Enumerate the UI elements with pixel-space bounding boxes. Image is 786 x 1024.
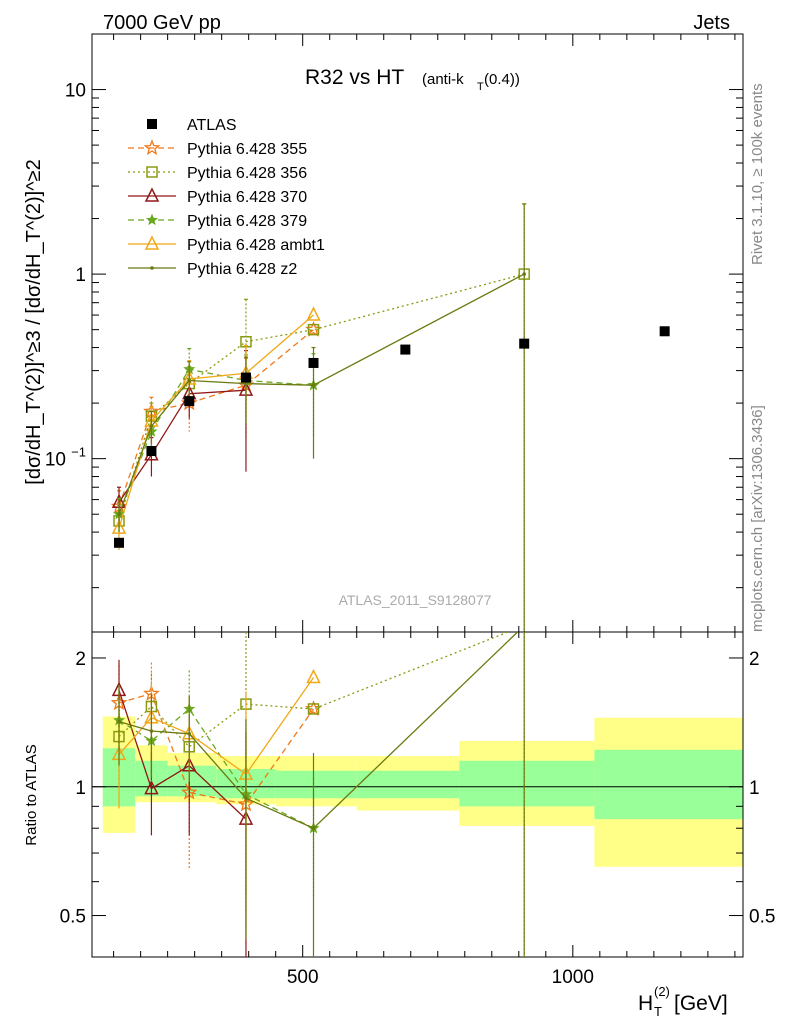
legend-label-5: Pythia 6.428 ambt1 xyxy=(187,237,325,254)
legend-label-6: Pythia 6.428 z2 xyxy=(187,261,297,278)
x-ticks xyxy=(113,34,736,957)
legend: ATLAS Pythia 6.428 355 Pythia 6.428 356 Pyt… xyxy=(128,117,325,278)
series-2 xyxy=(111,350,254,521)
ratio-frame xyxy=(91,631,744,958)
main-panel: 10 −1 1 10 R32 vs HT (anti-k T (0.4)) ATLAS_2011… xyxy=(23,33,744,633)
data-point-3 xyxy=(240,372,251,383)
ratio-point-5-2 xyxy=(187,731,192,736)
chart-title: R32 vs HT xyxy=(305,66,404,89)
legend-marker-6 xyxy=(150,266,154,270)
x-tick-label-0: 500 xyxy=(287,967,319,988)
ratio-panel: 0.5 0.5 1 1 2 2 Ratio to ATLAS xyxy=(23,631,775,958)
header-left: 7000 GeV pp xyxy=(103,12,221,34)
x-axis-label-sub: T xyxy=(654,1004,662,1019)
y-tick-label-2: 10 xyxy=(65,81,86,102)
header-right: Jets xyxy=(693,12,730,34)
ratio-tick-label-l-2: 2 xyxy=(75,649,86,670)
ratio-point-4-4 xyxy=(306,668,321,684)
series-line-0 xyxy=(118,329,314,507)
ratio-bands xyxy=(102,716,743,867)
ratio-point-5-4 xyxy=(311,826,316,831)
ratio-line-1 xyxy=(118,632,510,748)
chart-title-suffix-end: (0.4)) xyxy=(484,71,520,88)
ratio-y-label: Ratio to ATLAS xyxy=(23,744,40,845)
series-point-5-5 xyxy=(522,272,526,276)
series-1 xyxy=(113,203,530,632)
series-point-5-4 xyxy=(311,383,316,388)
y-tick-sup-0: −1 xyxy=(71,445,86,460)
y-tick-label-1: 1 xyxy=(75,265,86,286)
ratio-tick-label-r-0: 0.5 xyxy=(749,907,775,928)
legend-label-1: Pythia 6.428 355 xyxy=(187,141,307,158)
ratio-point-1-4 xyxy=(307,703,320,715)
series-point-5-2 xyxy=(187,378,192,383)
data-point-0 xyxy=(114,537,125,548)
ratio-point-5-1 xyxy=(149,729,154,733)
legend-marker-1 xyxy=(143,139,161,156)
side-text-rivet: Rivet 3.1.10, ≥ 100k events xyxy=(749,83,766,265)
data-points xyxy=(114,326,670,548)
analysis-label: ATLAS_2011_S9128077 xyxy=(339,592,492,608)
side-text-source: mcplots.cern.ch [arXiv:1306.3436] xyxy=(749,405,766,632)
x-axis-label-sup: (2) xyxy=(654,984,670,999)
ratio-point-5-3 xyxy=(244,796,248,801)
series-line-3 xyxy=(118,368,314,515)
series-point-4-4 xyxy=(306,306,321,321)
series-0 xyxy=(110,320,322,527)
ratio-point-5-0 xyxy=(117,719,121,724)
ratio-line-2 xyxy=(118,690,247,820)
legend-label-3: Pythia 6.428 370 xyxy=(187,189,307,206)
data-point-7 xyxy=(659,326,670,337)
ratio-series xyxy=(110,632,525,957)
ratio-line-0 xyxy=(118,692,315,806)
legend-marker-3 xyxy=(144,187,160,202)
data-point-5 xyxy=(400,344,411,355)
series-point-5-3 xyxy=(244,381,248,386)
data-point-1 xyxy=(146,446,157,457)
band-inner-6 xyxy=(459,760,595,807)
y-axis-label: [dσ/dH_T^(2)]^≥3 / [dσ/dH_T^(2)]^≥2 xyxy=(23,159,45,484)
legend-label-2: Pythia 6.428 356 xyxy=(187,165,307,182)
band-inner-4 xyxy=(275,770,357,799)
series-line-2 xyxy=(118,389,247,503)
y-ticks-main xyxy=(92,33,743,589)
data-point-6 xyxy=(519,338,530,349)
ratio-tick-label-r-2: 2 xyxy=(749,649,760,670)
series-5 xyxy=(117,203,527,632)
ratio-tick-label-l-1: 1 xyxy=(75,778,86,799)
series-4 xyxy=(111,306,321,550)
chart-title-suffix: (anti-k xyxy=(422,71,464,88)
x-tick-label-1: 1000 xyxy=(552,967,594,988)
band-inner-5 xyxy=(356,770,460,799)
legend-label-4: Pythia 6.428 379 xyxy=(187,213,307,230)
series-point-5-0 xyxy=(117,512,121,517)
ratio-series-5 xyxy=(117,632,525,957)
data-point-2 xyxy=(184,396,195,407)
data-point-4 xyxy=(308,357,319,368)
ratio-tick-label-r-1: 1 xyxy=(749,778,760,799)
legend-marker-5 xyxy=(144,235,160,250)
y-ticks-ratio xyxy=(92,657,743,917)
ratio-line-3 xyxy=(118,708,314,829)
main-series xyxy=(110,203,670,632)
legend-marker-4 xyxy=(145,213,159,226)
chart-title-suffix-sub: T xyxy=(477,81,484,93)
series-point-5-1 xyxy=(149,424,154,428)
ratio-point-2-1 xyxy=(144,779,159,795)
series-line-1 xyxy=(118,273,525,522)
series-point-4-0 xyxy=(111,519,127,534)
band-inner-7 xyxy=(594,749,743,820)
x-axis-label-unit: [GeV] xyxy=(674,992,728,1015)
y-tick-label-0: 10 xyxy=(45,450,66,471)
legend-marker-0 xyxy=(147,119,157,129)
ratio-line-5 xyxy=(118,632,519,829)
legend-label-0: ATLAS xyxy=(187,117,237,134)
x-axis-label: H xyxy=(638,992,653,1015)
ratio-tick-label-l-0: 0.5 xyxy=(60,907,86,928)
legend-marker-2 xyxy=(146,166,158,178)
series-line-5 xyxy=(118,273,525,515)
series-point-1-4 xyxy=(307,323,320,336)
